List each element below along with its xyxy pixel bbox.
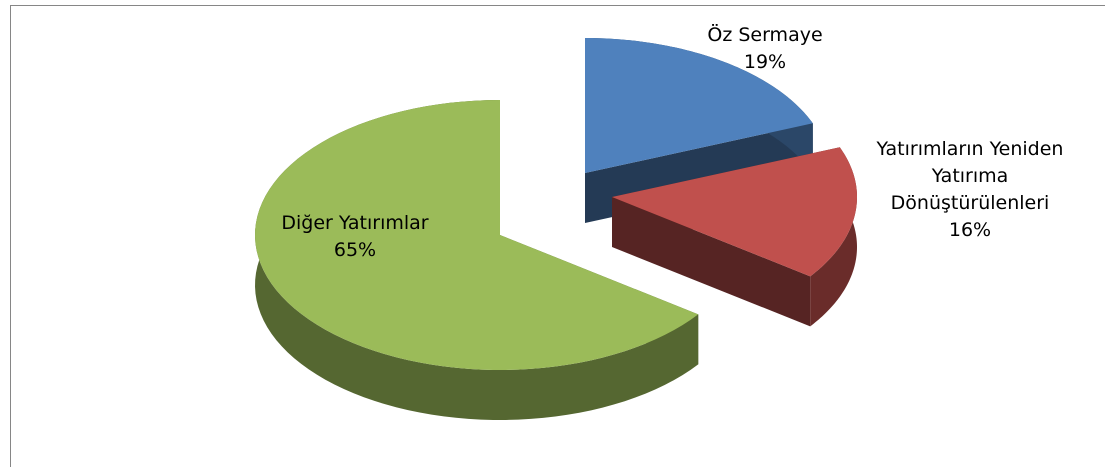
slice: [585, 38, 813, 173]
slice: [612, 147, 857, 277]
slice-wall: [255, 100, 699, 420]
value-label: 16%: [948, 219, 992, 241]
category-label: Yatırımların Yeniden Yatırıma Dönüştürül…: [876, 138, 1064, 214]
value-label: 65%: [333, 239, 377, 261]
category-label: Diğer Yatırımlar: [281, 212, 429, 234]
slice-side: [612, 197, 811, 327]
data-label: Yatırımların Yeniden Yatırıma Dönüştürül…: [870, 136, 1070, 244]
data-label: Diğer Yatırımlar 65%: [245, 210, 465, 264]
data-label: Öz Sermaye 19%: [665, 22, 865, 76]
slice: [255, 100, 699, 370]
value-label: 19%: [743, 51, 787, 73]
category-label: Öz Sermaye: [707, 24, 823, 46]
